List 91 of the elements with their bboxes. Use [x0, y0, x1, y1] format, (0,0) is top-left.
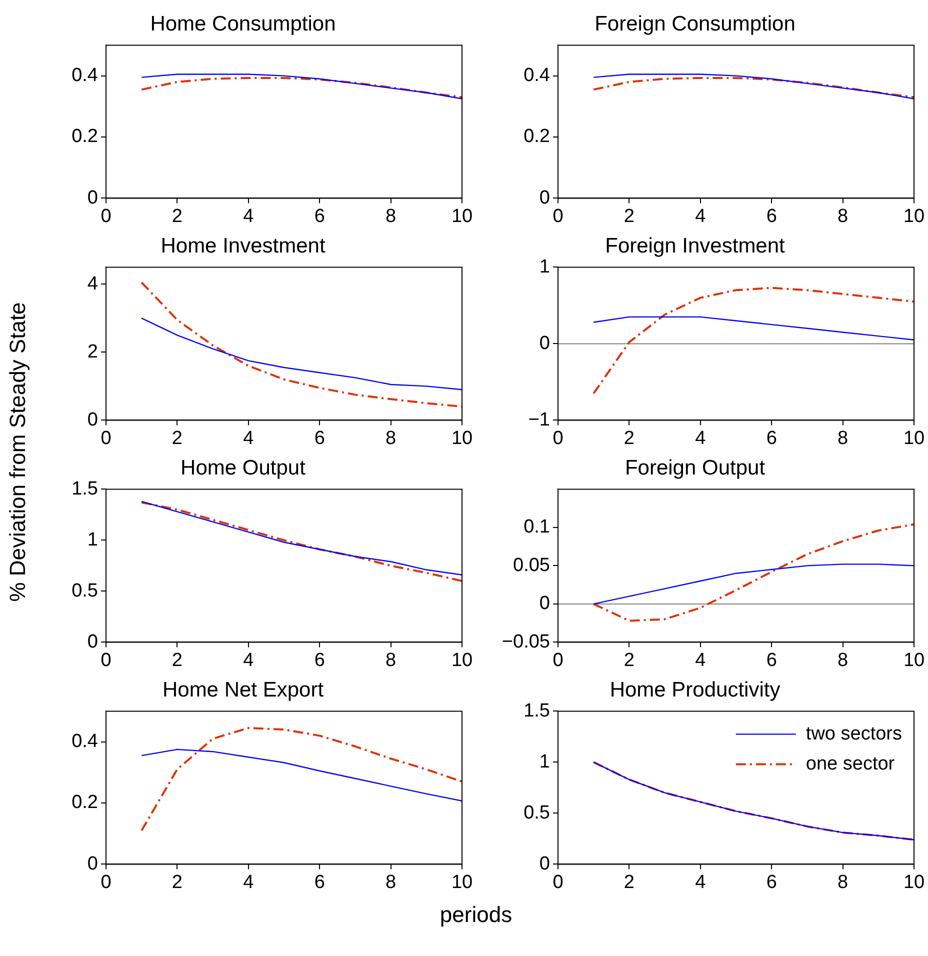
x-tick-label: 2 [172, 428, 182, 449]
y-axis-title: % Deviation from Steady State [5, 302, 31, 602]
x-tick-label: 0 [100, 872, 112, 893]
y-tick-label: 0 [87, 853, 98, 874]
y-tick-label: 0.2 [524, 126, 550, 148]
x-tick-label: 2 [624, 872, 634, 893]
y-tick-label: 0 [87, 631, 98, 652]
x-tick-label: 8 [386, 650, 396, 671]
x-tick-label: 10 [903, 650, 925, 671]
legend-label: two sectors [806, 723, 902, 744]
x-tick-label: 6 [766, 650, 777, 671]
y-tick-label: 0.4 [524, 65, 550, 86]
y-tick-label: 0 [87, 409, 98, 430]
x-tick-label: 4 [243, 206, 254, 227]
y-tick-label: 0.4 [72, 731, 98, 752]
x-tick-label: 10 [903, 206, 925, 227]
x-tick-label: 8 [838, 872, 848, 893]
x-tick-label: 8 [838, 650, 848, 671]
y-tick-label: 0.5 [524, 802, 550, 824]
y-tick-label: 1 [87, 529, 98, 550]
x-tick-label: 6 [314, 428, 325, 449]
y-tick-label: 2 [87, 341, 98, 362]
chart-title: Home Net Export [162, 678, 324, 702]
chart-title: Home Consumption [150, 12, 336, 36]
legend-label: one sector [806, 753, 896, 774]
y-tick-label: 0.05 [513, 554, 550, 576]
y-tick-label: 0 [539, 593, 550, 614]
x-tick-label: 10 [903, 428, 925, 449]
y-tick-label: 4 [87, 273, 98, 294]
y-tick-label: 0.4 [72, 65, 98, 86]
x-tick-label: 6 [314, 872, 325, 893]
x-tick-label: 2 [624, 428, 634, 449]
x-tick-label: 4 [695, 206, 706, 227]
x-tick-label: 4 [695, 650, 706, 671]
x-tick-label: 10 [451, 206, 473, 227]
x-tick-label: 0 [100, 206, 112, 227]
y-tick-label: 0.2 [72, 792, 98, 814]
x-tick-label: 0 [552, 872, 564, 893]
chart-title: Foreign Output [624, 456, 766, 480]
line-series [592, 286, 914, 394]
x-tick-label: 8 [386, 206, 396, 227]
x-tick-label: 0 [100, 428, 112, 449]
x-tick-label: 2 [172, 872, 182, 893]
x-tick-label: 6 [314, 206, 325, 227]
x-tick-label: 6 [766, 872, 777, 893]
x-tick-label: 0 [552, 650, 564, 671]
x-tick-label: 2 [172, 650, 182, 671]
x-tick-label: 0 [552, 206, 564, 227]
x-tick-label: 8 [386, 872, 396, 893]
line-series [140, 282, 462, 408]
line-series [140, 727, 462, 832]
x-axis-title: periods [438, 902, 514, 928]
x-tick-label: 6 [314, 650, 325, 671]
y-tick-label: 0 [87, 187, 98, 208]
chart-title: Home Investment [160, 234, 326, 258]
x-tick-label: 10 [451, 872, 473, 893]
y-tick-label: 0.2 [72, 126, 98, 148]
y-tick-label: 0.5 [72, 580, 98, 602]
x-tick-label: 2 [624, 206, 634, 227]
x-tick-label: 6 [766, 428, 777, 449]
chart-title: Foreign Consumption [594, 12, 796, 36]
y-tick-label: 1 [539, 751, 550, 772]
x-tick-label: 8 [838, 428, 848, 449]
y-tick-label: 0 [539, 332, 550, 354]
x-tick-label: 8 [386, 428, 396, 449]
chart-title: Home Output [180, 456, 306, 480]
y-tick-label: 1.5 [72, 478, 98, 500]
y-tick-label: 1.5 [524, 700, 550, 722]
x-tick-label: 2 [624, 650, 634, 671]
y-tick-label: 1 [539, 256, 550, 278]
x-tick-label: 4 [243, 872, 254, 893]
y-tick-label: 0 [539, 187, 550, 208]
x-tick-label: 8 [838, 206, 848, 227]
chart-title: Foreign Investment [605, 234, 786, 258]
y-tick-label: −1 [528, 409, 550, 430]
y-tick-label: −0.05 [502, 631, 550, 652]
line-series [592, 523, 914, 622]
x-tick-label: 4 [695, 872, 706, 893]
x-tick-label: 2 [172, 206, 182, 227]
x-tick-label: 4 [243, 650, 254, 671]
x-tick-label: 4 [695, 428, 706, 449]
x-tick-label: 0 [552, 428, 564, 449]
x-tick-label: 0 [100, 650, 112, 671]
x-tick-label: 10 [451, 650, 473, 671]
chart-title: Home Productivity [610, 678, 781, 702]
x-tick-label: 6 [766, 206, 777, 227]
x-tick-label: 10 [451, 428, 473, 449]
y-tick-label: 0 [539, 853, 550, 874]
x-tick-label: 10 [903, 872, 925, 893]
y-tick-label: 0.1 [524, 516, 550, 538]
x-tick-label: 4 [243, 428, 254, 449]
